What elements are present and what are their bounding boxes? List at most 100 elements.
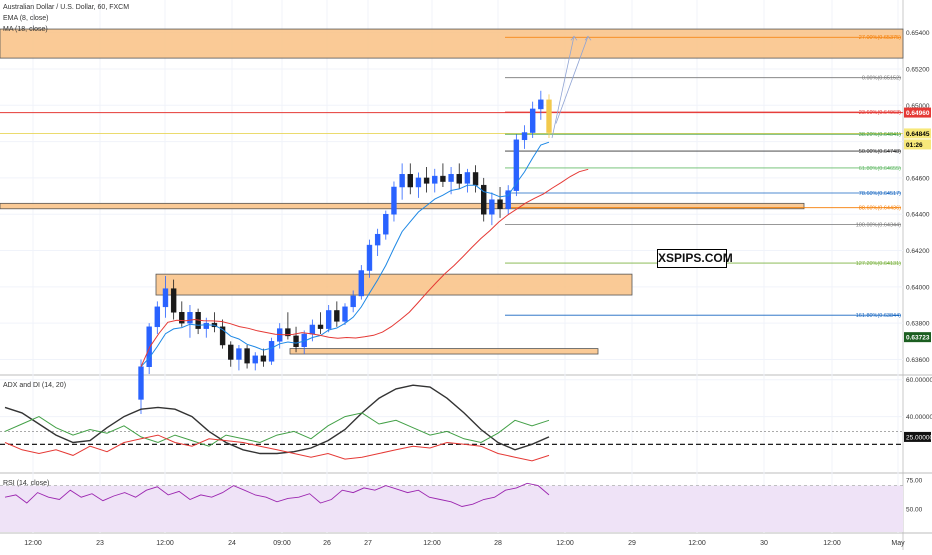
- candle-body: [505, 190, 511, 210]
- candle-body: [334, 310, 340, 322]
- candle-body: [228, 344, 234, 360]
- time-tick-label: May: [891, 540, 905, 547]
- candle-body: [497, 199, 503, 210]
- candle-body: [162, 288, 169, 308]
- candle-body: [538, 99, 544, 110]
- projection-arrowhead: [570, 35, 578, 41]
- rsi-band: [0, 485, 903, 532]
- price-zone: [0, 202, 805, 210]
- price-tick-label: 0.65400: [906, 30, 930, 37]
- candle-body: [260, 355, 267, 362]
- fibonacci-layer: 27.00%(0.65375) 0.00%(0.65152) 23.60%(0.64…: [0, 35, 903, 319]
- candle-body: [448, 174, 454, 182]
- time-tick-label: 26: [323, 540, 331, 547]
- adx-line: [4, 384, 550, 455]
- adx-pane-title: ADX and DI (14, 20): [3, 382, 67, 389]
- rsi-tick-label: 50.00: [906, 506, 923, 513]
- price-tick-label: 0.65000: [906, 103, 930, 110]
- projection-arrow: [555, 36, 589, 124]
- candle-body: [293, 335, 299, 348]
- candle-body: [187, 312, 193, 324]
- rsi-line: [4, 482, 550, 507]
- fib-level-label: 50.00%(0.64748): [859, 149, 901, 155]
- candle-body: [374, 233, 381, 246]
- time-tick-label: 30: [760, 540, 768, 547]
- candle-body: [236, 348, 242, 360]
- time-tick-label: 23: [96, 540, 104, 547]
- candle-body: [309, 324, 316, 335]
- zone-layer: [0, 28, 904, 355]
- price-zone: [155, 273, 633, 296]
- time-tick-label: 12:00: [556, 540, 574, 547]
- fib-level-label: 61.80%(0.64655): [859, 166, 901, 172]
- price-tick-label: 0.65600: [906, 0, 930, 1]
- candle-body: [440, 175, 446, 182]
- adx-threshold-badge: [904, 431, 931, 442]
- candle-body: [472, 172, 479, 186]
- time-tick-label: 09:00: [273, 540, 291, 547]
- adx-tick-label: 40.00000: [906, 414, 932, 421]
- ema-line: [140, 141, 550, 368]
- fib-level-label: 127.20%(0.64131): [856, 261, 901, 267]
- rsi-pane-title: RSI (14, close): [3, 480, 50, 487]
- candle-body: [399, 174, 405, 188]
- candle-body: [285, 328, 291, 337]
- candle-body: [432, 175, 438, 184]
- price-axis-panel: [903, 0, 932, 550]
- time-tick-label: 12:00: [688, 540, 706, 547]
- fib-level-label: 161.80%(0.63844): [856, 313, 901, 319]
- price-tick-label: 0.64200: [906, 248, 930, 255]
- time-tick-label: 12:00: [156, 540, 174, 547]
- time-tick-label: 12:00: [423, 540, 441, 547]
- fib-level-label: 78.60%(0.64517): [859, 191, 901, 197]
- price-tick-label: 0.65200: [906, 66, 930, 73]
- ma-legend: MA (18, close): [3, 26, 48, 33]
- price-tick-label: 0.63600: [906, 357, 930, 364]
- price-badge: [904, 128, 931, 139]
- di_minus-line: [4, 434, 550, 462]
- candle-body: [513, 139, 520, 191]
- adx-threshold-label: 25.00000: [906, 434, 932, 441]
- fib-level-label: 88.60%(0.64436): [859, 206, 901, 212]
- time-tick-label: 28: [494, 540, 502, 547]
- price-badge: [904, 332, 931, 343]
- price-badge-label: 0.64845: [906, 131, 930, 138]
- ema-legend: EMA (8, close): [3, 15, 49, 22]
- candle-body: [521, 132, 528, 141]
- candle-body: [317, 324, 324, 329]
- time-tick-label: 12:00: [823, 540, 841, 547]
- price-badge-label: 0.63723: [906, 335, 930, 342]
- indicator-layer: [0, 384, 903, 532]
- price-zone: [0, 28, 904, 59]
- candle-body: [464, 172, 471, 184]
- candle-body: [219, 326, 226, 346]
- fib-level-label: 27.00%(0.65375): [859, 35, 901, 41]
- candle-body: [203, 322, 209, 329]
- candle-body: [154, 306, 161, 328]
- candle-body: [268, 341, 275, 362]
- watermark-label: XSPIPS.COM: [657, 249, 733, 268]
- candle-body: [423, 177, 430, 184]
- candle-body: [325, 310, 332, 329]
- rsi-tick-label: 75.00: [906, 477, 923, 484]
- candle-body: [383, 213, 389, 235]
- candle-body: [529, 108, 536, 133]
- time-tick-label: 12:00: [24, 540, 42, 547]
- axis-layer: 12:00 23 12:00 24 09:00 26 27 12:00 28 12:00 29 12:…: [24, 0, 932, 547]
- candle-body: [481, 184, 487, 215]
- candle-body: [244, 348, 250, 364]
- adx-tick-label: 60.00000: [906, 377, 932, 384]
- projection-arrowhead: [584, 35, 592, 41]
- candle-layer: [138, 35, 592, 414]
- fib-level-label: 0.00%(0.65152): [862, 76, 901, 82]
- price-badge: [904, 139, 931, 150]
- price-tick-label: 0.64600: [906, 175, 930, 182]
- candle-body: [170, 288, 177, 313]
- price-tick-label: 0.64400: [906, 212, 930, 219]
- di_plus-line: [4, 412, 550, 447]
- time-tick-label: 27: [364, 540, 372, 547]
- fib-level-label: 23.60%(0.64963): [859, 110, 901, 116]
- price-tick-label: 0.63800: [906, 321, 930, 328]
